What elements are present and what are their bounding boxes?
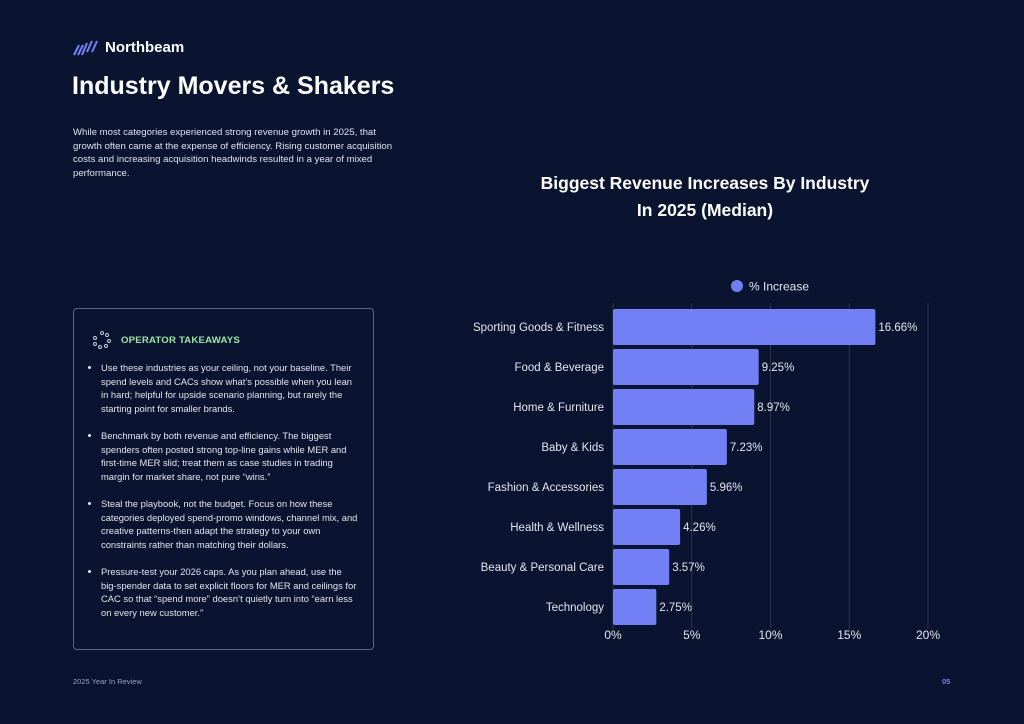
northbeam-logo-icon	[73, 40, 98, 55]
bar	[613, 429, 727, 465]
brand-name: Northbeam	[105, 39, 185, 56]
bar	[613, 509, 681, 545]
legend-swatch	[731, 280, 743, 292]
data-label: 7.23%	[730, 442, 763, 454]
category-label: Food & Beverage	[514, 362, 604, 374]
bar	[613, 469, 707, 505]
bar	[613, 549, 670, 585]
bar	[613, 349, 759, 385]
takeaways-title: OPERATOR TAKEAWAYS	[121, 334, 240, 346]
page-title: Industry Movers & Shakers	[72, 72, 395, 100]
footer-label: 2025 Year In Review	[73, 677, 142, 686]
data-label: 4.26%	[683, 522, 716, 534]
data-label: 3.57%	[672, 562, 705, 574]
chart-title: Biggest Revenue Increases By Industry In…	[540, 173, 870, 220]
data-label: 9.25%	[762, 362, 795, 374]
bar	[613, 309, 876, 345]
page-number: 05	[942, 677, 951, 686]
category-label: Health & Wellness	[510, 522, 604, 534]
legend-label: % Increase	[749, 280, 809, 294]
list-item: Steal the playbook, not the budget. Focu…	[101, 497, 359, 551]
takeaways-list: Use these industries as your ceiling, no…	[74, 361, 373, 633]
data-label: 2.75%	[659, 602, 692, 614]
x-tick-label: 20%	[916, 628, 940, 642]
dots-circle-icon	[93, 331, 111, 349]
list-item: Pressure-test your 2026 caps. As you pla…	[101, 565, 359, 619]
brand-logo: Northbeam	[73, 39, 184, 56]
data-label: 5.96%	[710, 482, 743, 494]
category-label: Fashion & Accessories	[488, 482, 605, 494]
bar	[613, 589, 657, 625]
x-tick-label: 10%	[758, 628, 782, 642]
category-label: Sporting Goods & Fitness	[473, 322, 604, 334]
x-tick-label: 5%	[683, 628, 701, 642]
category-label: Beauty & Personal Care	[481, 562, 604, 574]
list-item: Benchmark by both revenue and efficiency…	[101, 429, 359, 483]
category-label: Baby & Kids	[541, 442, 604, 454]
operator-takeaways-panel: OPERATOR TAKEAWAYS Use these industries …	[73, 308, 374, 650]
intro-paragraph: While most categories experienced strong…	[73, 127, 393, 179]
x-tick-label: 0%	[604, 628, 622, 642]
category-label: Home & Furniture	[513, 402, 604, 414]
data-label: 16.66%	[878, 322, 917, 334]
bar	[613, 389, 755, 425]
list-item: Use these industries as your ceiling, no…	[101, 361, 359, 415]
x-tick-label: 15%	[837, 628, 861, 642]
category-label: Technology	[546, 602, 604, 614]
data-label: 8.97%	[757, 402, 790, 414]
